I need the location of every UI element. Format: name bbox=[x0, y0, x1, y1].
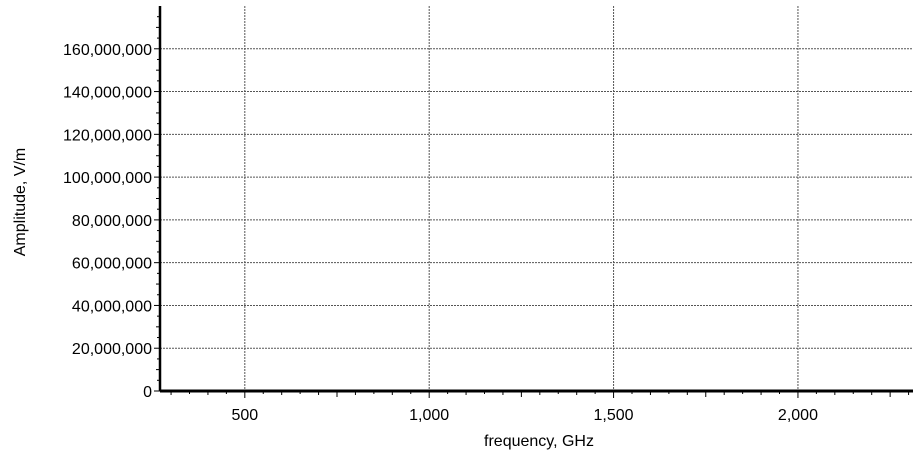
x-tick-label: 2,000 bbox=[778, 407, 818, 424]
x-tick-label: 1,500 bbox=[594, 407, 634, 424]
grid-lines bbox=[160, 6, 913, 391]
x-tick-labels: 500 1,000 1,500 2,000 bbox=[231, 407, 818, 424]
minor-ticks bbox=[154, 16, 910, 398]
x-axis-label: frequency, GHz bbox=[484, 433, 594, 450]
y-tick-label: 60,000,000 bbox=[72, 256, 152, 273]
y-tick-label: 160,000,000 bbox=[63, 42, 152, 59]
y-tick-label: 100,000,000 bbox=[63, 170, 152, 187]
y-tick-label: 80,000,000 bbox=[72, 213, 152, 230]
y-axis-label: Amplitude, V/m bbox=[12, 148, 29, 256]
y-tick-labels: 0 20,000,000 40,000,000 60,000,000 80,000,00… bbox=[63, 42, 152, 401]
x-tick-label: 1,000 bbox=[409, 407, 449, 424]
y-tick-label: 140,000,000 bbox=[63, 85, 152, 102]
x-tick-label: 500 bbox=[231, 407, 258, 424]
y-tick-label: 120,000,000 bbox=[63, 127, 152, 144]
y-tick-label: 40,000,000 bbox=[72, 298, 152, 315]
y-tick-label: 0 bbox=[143, 384, 152, 401]
y-tick-label: 20,000,000 bbox=[72, 341, 152, 358]
